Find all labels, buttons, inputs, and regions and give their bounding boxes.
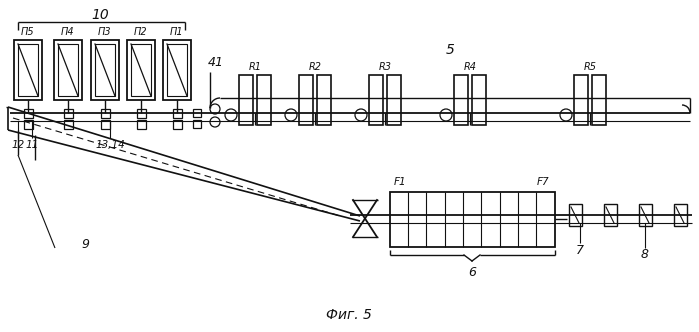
Text: F1: F1 [394, 177, 406, 187]
Text: 9: 9 [81, 238, 89, 252]
Bar [163, 40, 191, 100]
Bar [239, 75, 253, 125]
Text: 41: 41 [208, 55, 224, 68]
Bar [137, 120, 146, 129]
Bar [604, 204, 617, 226]
Text: R5: R5 [584, 62, 596, 72]
Bar [24, 109, 33, 118]
Bar [64, 120, 73, 129]
Bar [54, 40, 82, 100]
Text: 11: 11 [25, 140, 38, 150]
Bar [173, 109, 182, 118]
Bar [387, 75, 401, 125]
Bar [127, 40, 155, 100]
Text: 8: 8 [641, 248, 649, 262]
Text: 13,14: 13,14 [95, 140, 125, 150]
Bar [369, 75, 383, 125]
Text: П4: П4 [62, 27, 75, 37]
Text: Фиг. 5: Фиг. 5 [326, 308, 372, 322]
Bar [193, 109, 201, 117]
Bar [58, 44, 78, 96]
Bar [299, 75, 313, 125]
Text: П5: П5 [21, 27, 35, 37]
Bar [137, 109, 146, 118]
Bar [193, 120, 201, 128]
Text: П1: П1 [170, 27, 184, 37]
Bar [173, 120, 182, 129]
Bar [317, 75, 331, 125]
Bar [18, 44, 38, 96]
Bar [639, 204, 652, 226]
Bar [257, 75, 271, 125]
Bar [101, 120, 110, 129]
Bar [95, 44, 115, 96]
Bar [569, 204, 582, 226]
Text: R2: R2 [308, 62, 322, 72]
Text: 6: 6 [468, 267, 476, 280]
Text: R3: R3 [378, 62, 391, 72]
Bar [472, 75, 486, 125]
Bar [390, 192, 555, 247]
Text: П3: П3 [98, 27, 112, 37]
Text: F7: F7 [537, 177, 549, 187]
Text: 7: 7 [576, 243, 584, 257]
Bar [24, 120, 33, 129]
Text: R4: R4 [463, 62, 477, 72]
Bar [131, 44, 151, 96]
Bar [454, 75, 468, 125]
Bar [592, 75, 606, 125]
Bar [14, 40, 42, 100]
Text: 12: 12 [11, 140, 24, 150]
Bar [167, 44, 187, 96]
Text: 5: 5 [445, 43, 454, 57]
Bar [91, 40, 119, 100]
Text: R1: R1 [249, 62, 261, 72]
Bar [101, 109, 110, 118]
Bar [674, 204, 687, 226]
Bar [64, 109, 73, 118]
Text: 10: 10 [91, 8, 109, 22]
Text: П2: П2 [134, 27, 147, 37]
Bar [574, 75, 588, 125]
